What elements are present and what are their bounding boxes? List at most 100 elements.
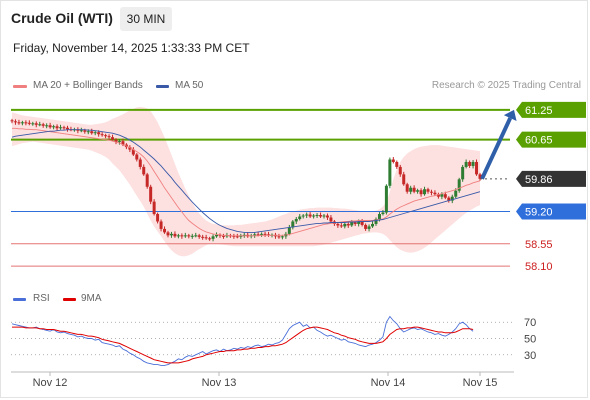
candle-body [464, 161, 468, 167]
level-tag-shape [516, 131, 586, 148]
candle-body [461, 166, 465, 180]
candle-body [176, 235, 180, 237]
candle-body [384, 185, 388, 213]
rsi-ma-legend-label: 9MA [81, 293, 102, 304]
candle-body [388, 159, 392, 186]
candle-body [55, 126, 59, 129]
candle-body [377, 214, 381, 219]
level-tag: 59.86 [516, 170, 586, 187]
x-tick-label: Nov 15 [463, 377, 498, 389]
candle-body [111, 137, 115, 140]
candle-body [34, 123, 38, 125]
forecast-arrow [480, 109, 517, 180]
candle-body [468, 161, 472, 166]
candle-body [364, 224, 368, 229]
rsi-ma-line [12, 326, 474, 364]
candle-body [339, 225, 343, 227]
candle-body [31, 123, 35, 125]
candle-body [329, 217, 333, 222]
candle-body [256, 234, 260, 236]
candle-body [65, 127, 69, 130]
candle-body [107, 136, 111, 138]
candle-body [322, 215, 326, 217]
candle-body [280, 236, 284, 238]
candle-body [221, 235, 225, 237]
ma50-line [11, 129, 481, 233]
x-tick-label: Nov 13 [202, 377, 237, 389]
candle-body [357, 221, 361, 224]
candle-body [59, 127, 63, 129]
candle-body [253, 234, 257, 236]
candle-body [291, 221, 295, 228]
candle-body [208, 238, 212, 240]
candle-body [353, 222, 357, 224]
candle-body [412, 187, 416, 192]
candle-body [450, 196, 454, 201]
candle-body [41, 124, 45, 126]
candle-body [381, 212, 385, 215]
candle-body [183, 235, 187, 237]
candle-body [301, 215, 305, 217]
candle-body [436, 194, 440, 197]
candle-body [277, 236, 281, 238]
candle-body [163, 228, 167, 233]
candle-body [104, 135, 108, 137]
candle-body [83, 130, 87, 132]
forecast-arrow-shaft [480, 117, 513, 180]
candle-body [443, 194, 447, 198]
forecast-arrow-head [503, 109, 517, 122]
level-label: 58.55 [525, 239, 553, 251]
ma50-legend-label: MA 50 [175, 80, 204, 91]
candle-body [211, 236, 215, 239]
candle-body [440, 194, 444, 197]
level-label: 60.65 [525, 135, 553, 147]
candle-body [90, 131, 94, 134]
candle-body [149, 186, 153, 202]
candle-body [235, 236, 239, 238]
candle-body [433, 192, 437, 195]
candle-body [287, 227, 291, 234]
candle-body [447, 197, 451, 201]
candle-body [204, 237, 208, 239]
x-tick-label: Nov 14 [371, 377, 406, 389]
candle-body [10, 120, 14, 122]
candle-body [45, 125, 49, 127]
level-tag-shape [516, 203, 586, 220]
candle-body [457, 179, 461, 191]
level-tag: 59.20 [516, 203, 586, 220]
candle-body [371, 223, 375, 227]
rsi-line [11, 315, 474, 366]
candle-body [93, 132, 97, 134]
rsi-ma-legend-swatch [63, 298, 76, 301]
timeframe-button[interactable]: 30 MIN [120, 7, 172, 31]
candle-body [419, 190, 423, 195]
candle-body [152, 201, 156, 215]
ma50-legend-swatch [156, 85, 169, 88]
candle-body [478, 174, 482, 179]
candle-body [166, 232, 170, 236]
candle-body [187, 235, 191, 237]
candle-body [131, 149, 135, 155]
candle-body [374, 218, 378, 224]
candle-body [398, 166, 402, 175]
candle-body [128, 147, 132, 150]
level-tag-shape [516, 101, 586, 118]
candle-body [429, 191, 433, 193]
level-label: 59.20 [525, 207, 553, 219]
candle-body [27, 122, 31, 124]
candle-body [350, 222, 354, 226]
level-label: 58.10 [525, 261, 553, 273]
candle-body [416, 190, 420, 192]
candle-body [319, 215, 323, 217]
candle-body [260, 233, 264, 235]
candle-body [409, 187, 413, 192]
candle-body [346, 223, 350, 226]
candle-body [367, 226, 371, 229]
candle-body [114, 139, 118, 143]
candle-body [13, 121, 17, 123]
candle-body [180, 235, 184, 237]
x-tick-label: Nov 12 [33, 377, 68, 389]
candle-body [17, 122, 21, 124]
